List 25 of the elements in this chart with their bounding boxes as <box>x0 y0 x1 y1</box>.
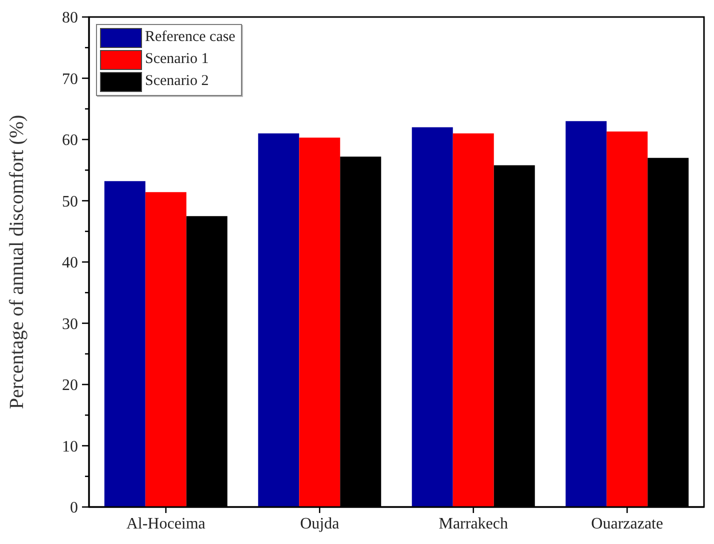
y-tick-label: 0 <box>70 500 78 517</box>
bar <box>258 133 300 507</box>
legend-label: Reference case <box>145 29 236 46</box>
legend-label: Scenario 1 <box>145 51 209 68</box>
x-tick-label: Marrakech <box>438 515 508 532</box>
x-tick-label: Al-Hoceima <box>126 515 206 532</box>
bar <box>452 133 494 507</box>
y-tick-label: 20 <box>62 377 78 394</box>
y-tick-label: 40 <box>62 254 78 272</box>
y-tick-label: 30 <box>62 316 78 333</box>
bar <box>606 132 648 507</box>
bar <box>104 181 146 507</box>
x-tick-label: Oujda <box>300 515 340 532</box>
x-tick-label: Ouarzazate <box>591 515 664 532</box>
bar <box>145 192 186 507</box>
y-tick-label: 10 <box>62 438 78 456</box>
y-axis-title: Percentage of annual discomfort (%) <box>6 114 28 410</box>
y-tick-label: 80 <box>62 10 78 27</box>
y-tick-label: 60 <box>62 132 78 150</box>
bar <box>566 121 607 507</box>
legend-label: Scenario 2 <box>145 73 209 90</box>
bar <box>412 127 453 507</box>
y-tick-label: 50 <box>62 193 78 210</box>
y-tick-label: 70 <box>62 70 78 88</box>
bar <box>299 138 340 507</box>
